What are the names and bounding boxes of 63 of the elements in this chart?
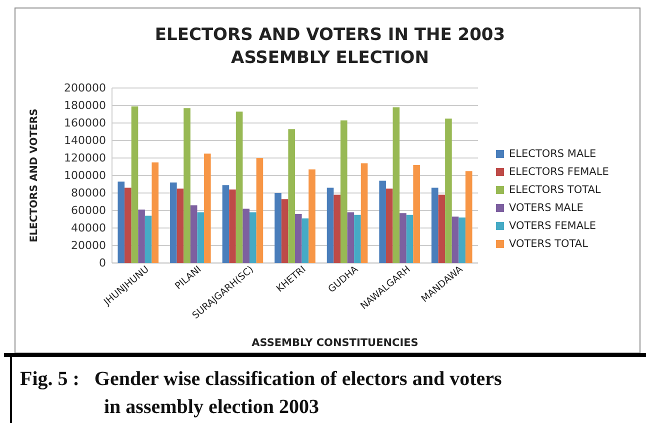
bar (465, 171, 472, 263)
bar (170, 182, 177, 263)
bar (229, 190, 236, 263)
bar (281, 199, 288, 263)
bar (308, 169, 316, 263)
bar (197, 212, 204, 263)
y-tick-label: 160000 (64, 116, 106, 130)
bar (354, 214, 361, 263)
bar (242, 208, 250, 263)
bar (379, 180, 386, 263)
bar (250, 212, 256, 263)
bar (452, 216, 459, 263)
y-tick-label: 140000 (64, 134, 106, 148)
bar (431, 188, 438, 263)
bar (190, 205, 198, 263)
bar (347, 212, 354, 263)
bar (413, 165, 420, 263)
legend-label: VOTERS FEMALE (509, 220, 596, 232)
bar (236, 112, 243, 263)
caption: Fig. 5 : Gender wise classification of electors and voters in assembly election 2003 (20, 368, 502, 418)
bar (124, 188, 132, 263)
y-tick-label: 20000 (71, 239, 106, 252)
bar (406, 214, 414, 263)
y-tick-label: 100000 (64, 169, 106, 182)
bar (302, 218, 309, 263)
bar (340, 120, 348, 263)
bar (438, 194, 446, 263)
chart-title: ELECTORS AND VOTERS IN THE 2003 ASSEMBLY ELECTION (154, 25, 506, 68)
bar (176, 188, 184, 263)
legend-label: VOTERS TOTAL (509, 238, 588, 250)
bar (288, 129, 295, 263)
y-tick-label: 0 (99, 256, 106, 270)
bar (204, 154, 211, 263)
y-tick-label: 40000 (71, 222, 106, 235)
y-tick-label: 60000 (71, 204, 106, 218)
y-axis-title: ELECTORS AND VOTERS (29, 108, 40, 242)
bar (274, 193, 282, 263)
x-axis-title: ASSEMBLY CONSTITUENCIES (252, 337, 418, 349)
bar (360, 163, 368, 263)
bar (334, 194, 340, 263)
bar (118, 182, 125, 263)
y-tick-label: 200000 (64, 82, 106, 95)
bar (386, 188, 393, 263)
legend-label: VOTERS MALE (509, 202, 584, 214)
bar (184, 108, 190, 263)
bar (326, 188, 334, 263)
bar (458, 218, 466, 263)
bar (256, 158, 264, 263)
legend-label: ELECTORS FEMALE (509, 166, 609, 178)
bar (400, 213, 406, 263)
legend-label: ELECTORS MALE (509, 148, 596, 160)
legend-label: ELECTORS TOTAL (509, 184, 601, 196)
bar (392, 107, 400, 263)
bar (445, 118, 452, 263)
y-tick-label: 180000 (64, 99, 106, 112)
y-tick-label: 80000 (71, 186, 106, 200)
bar (144, 216, 152, 263)
bar (222, 185, 230, 263)
bar (152, 162, 159, 263)
y-tick-label: 120000 (64, 152, 106, 165)
bar (131, 106, 138, 263)
bar (295, 214, 302, 263)
bar (138, 210, 145, 263)
